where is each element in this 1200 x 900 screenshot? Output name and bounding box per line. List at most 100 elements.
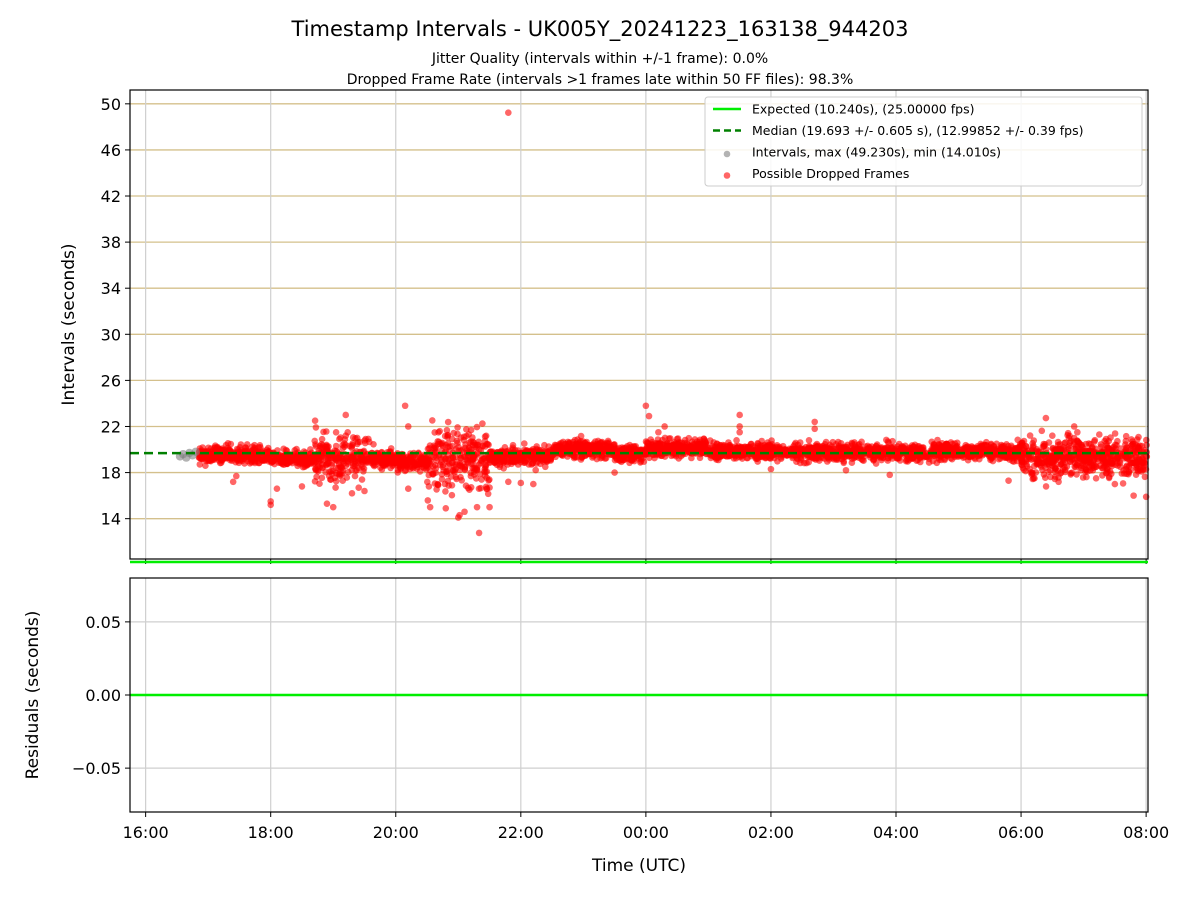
legend-swatch-marker [723, 150, 731, 158]
dropped-frame-point [758, 437, 765, 445]
dropped-frame-point [339, 477, 347, 485]
dropped-frame-point [811, 418, 819, 426]
dropped-frame-point [431, 480, 439, 487]
dropped-frame-point [475, 529, 483, 537]
dropped-frame-point [1141, 473, 1149, 481]
dropped-frame-point [251, 454, 258, 462]
dropped-frame-point [444, 418, 452, 426]
dropped-frame-point [840, 459, 847, 467]
dropped-frame-point [719, 441, 727, 449]
dropped-frame-point [488, 454, 496, 462]
dropped-frame-point [465, 431, 473, 438]
dropped-frame-point [923, 453, 930, 461]
dropped-frame-point [632, 443, 640, 450]
dropped-frame-point [438, 475, 446, 483]
dropped-frame-point [1022, 467, 1029, 475]
dropped-frame-point [485, 441, 492, 449]
dropped-frame-point [541, 441, 548, 449]
dropped-frame-point [509, 441, 517, 449]
dropped-frame-point [448, 454, 455, 461]
dropped-frame-point [444, 439, 452, 447]
dropped-frame-point [353, 466, 361, 474]
dropped-frame-point [1107, 434, 1114, 441]
y-tick-label: 38 [101, 233, 121, 252]
dropped-frame-point [246, 460, 254, 467]
dropped-frame-point [199, 455, 206, 462]
dropped-frame-point [552, 445, 560, 452]
dropped-frame-point [626, 459, 633, 467]
dropped-frame-point [1118, 470, 1126, 477]
dropped-frame-point [496, 461, 504, 468]
dropped-frame-point [1123, 470, 1130, 478]
legend-entry-label: Expected (10.240s), (25.00000 fps) [752, 102, 974, 117]
dropped-frame-point [826, 445, 833, 452]
dropped-frame-point [323, 500, 331, 507]
y-axis-label: Residuals (seconds) [23, 611, 43, 780]
dropped-frame-point [235, 451, 243, 458]
dropped-frame-point [1111, 430, 1119, 437]
dropped-frame-point [455, 443, 462, 451]
dropped-frame-point [1038, 427, 1046, 435]
dropped-frame-point [702, 445, 710, 453]
dropped-frame-point [614, 448, 621, 456]
dropped-frame-point [351, 472, 359, 480]
dropped-frame-point [401, 402, 409, 410]
dropped-frame-point [348, 451, 355, 458]
dropped-frame-point [269, 458, 277, 465]
dropped-frame-point [436, 427, 444, 435]
dropped-frame-point [485, 477, 492, 484]
dropped-frame-point [1087, 440, 1094, 448]
y-tick-label: 22 [101, 417, 121, 436]
dropped-frame-point [478, 476, 485, 483]
dropped-frame-point [486, 484, 493, 491]
dropped-frame-point [1128, 459, 1135, 467]
y-tick-label: −0.05 [72, 759, 121, 778]
dropped-frame-point [432, 462, 439, 469]
dropped-frame-point [437, 461, 444, 469]
dropped-frame-point [1103, 469, 1110, 477]
y-tick-label: 0.00 [85, 686, 121, 705]
dropped-frame-point [642, 438, 650, 445]
x-tick-label: 22:00 [498, 823, 544, 842]
dropped-frame-point [611, 469, 618, 476]
dropped-frame-point [292, 455, 300, 463]
x-tick-label: 06:00 [998, 823, 1044, 842]
dropped-frame-point [1100, 463, 1108, 471]
dropped-frame-point [263, 452, 271, 460]
legend-entry-label: Median (19.693 +/- 0.605 s), (12.99852 +… [752, 123, 1083, 138]
dropped-frame-point [1027, 469, 1035, 476]
dropped-frame-point [978, 446, 986, 453]
dropped-frame-point [577, 456, 585, 463]
dropped-frame-point [656, 443, 664, 451]
dropped-frame-point [431, 429, 439, 436]
dropped-frame-point [894, 455, 901, 462]
x-tick-label: 16:00 [123, 823, 169, 842]
dropped-frame-point [206, 457, 214, 465]
dropped-frame-point [466, 486, 473, 494]
dropped-frame-point [864, 449, 871, 457]
dropped-frame-point [993, 446, 1001, 453]
dropped-frame-point [346, 442, 353, 450]
dropped-frame-point [1079, 474, 1087, 481]
dropped-frame-point [473, 423, 481, 431]
dropped-frame-point [651, 445, 659, 452]
dropped-frame-point [450, 429, 458, 437]
dropped-frame-point [533, 460, 540, 467]
dropped-frame-point [1143, 453, 1151, 461]
dropped-frame-point [339, 457, 346, 465]
dropped-frame-point [736, 453, 743, 461]
dropped-frame-point [995, 455, 1003, 463]
dropped-frame-point [661, 423, 668, 430]
dropped-frame-point [318, 435, 326, 443]
dropped-frame-point [1108, 460, 1115, 468]
dropped-frame-point [832, 453, 839, 461]
dropped-frame-point [511, 455, 518, 462]
dropped-frame-point [1119, 480, 1127, 487]
x-tick-label: 08:00 [1123, 823, 1169, 842]
dropped-frame-point [872, 460, 880, 467]
dropped-frame-point [532, 466, 539, 474]
dropped-frame-point [563, 444, 571, 452]
dropped-frame-point [298, 483, 306, 490]
dropped-frame-point [1101, 437, 1108, 445]
dropped-frame-point [1070, 434, 1078, 442]
